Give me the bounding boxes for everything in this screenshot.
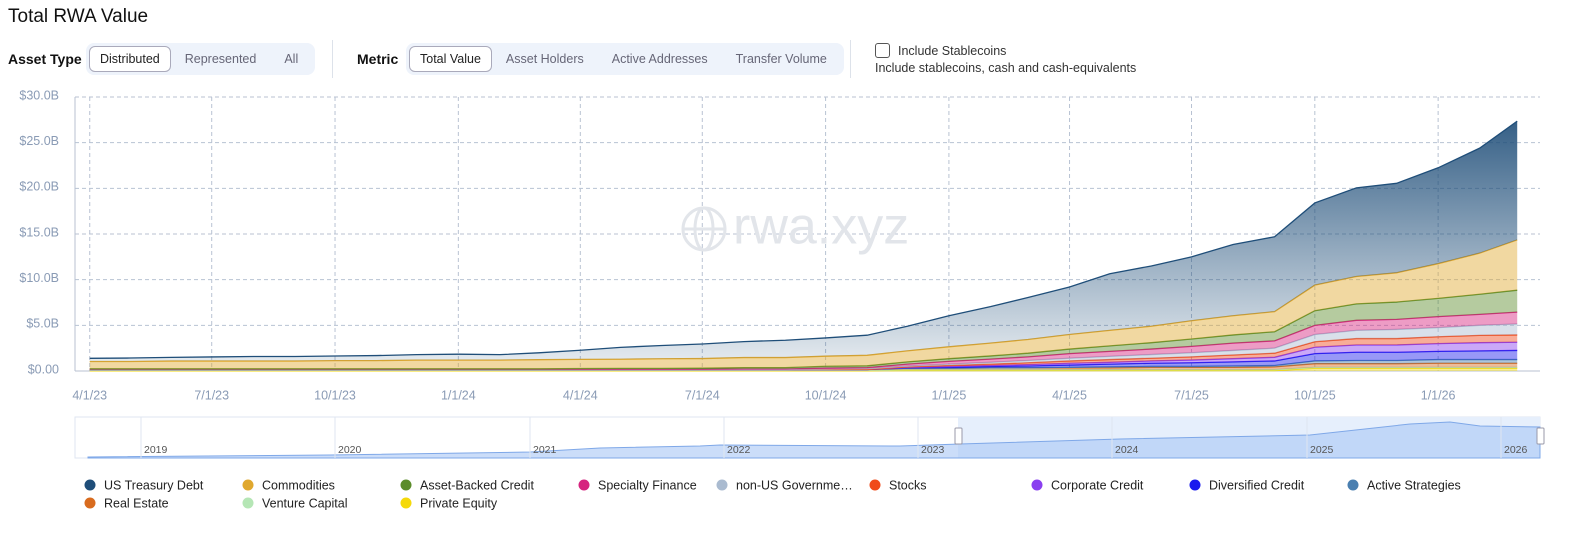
checkbox[interactable] — [875, 43, 890, 58]
option[interactable]: Transfer Volume — [735, 52, 827, 66]
page-title: Total RWA Value — [8, 6, 149, 27]
legend-marker — [400, 479, 412, 491]
navigator-label: 2024 — [1115, 444, 1139, 456]
navigator-label: 2019 — [144, 444, 168, 456]
x-tick-label: 10/1/24 — [805, 388, 847, 402]
legend-marker — [1347, 479, 1359, 491]
x-tick-label: 10/1/23 — [314, 388, 356, 402]
option[interactable]: Total Value — [409, 46, 492, 72]
checkbox-label[interactable]: Include Stablecoins — [898, 44, 1007, 58]
legend-marker — [869, 479, 881, 491]
option[interactable]: Asset Holders — [505, 52, 584, 66]
legend-marker — [84, 497, 96, 509]
x-tick-label: 10/1/25 — [1294, 388, 1336, 402]
y-tick-label: $30.0B — [19, 88, 59, 102]
navigator-label: 2025 — [1310, 444, 1334, 456]
legend-label[interactable]: non-US Governme… — [736, 478, 853, 492]
area — [89, 239, 1518, 369]
y-tick-label: $15.0B — [19, 225, 59, 239]
control-label: Asset Type — [8, 51, 82, 67]
legend-label[interactable]: Venture Capital — [262, 496, 347, 510]
legend-marker — [716, 479, 728, 491]
area — [89, 363, 1518, 371]
legend-label[interactable]: Asset-Backed Credit — [420, 478, 534, 492]
legend-marker — [578, 479, 590, 491]
control-label: Metric — [357, 51, 399, 67]
watermark: rwa.xyz — [733, 198, 909, 256]
area — [89, 342, 1518, 370]
legend-label[interactable]: Stocks — [889, 478, 927, 492]
y-tick-label: $5.0B — [26, 317, 59, 331]
legend-label[interactable]: Real Estate — [104, 496, 169, 510]
x-tick-label: 4/1/24 — [563, 388, 598, 402]
legend-marker — [400, 497, 412, 509]
option[interactable]: Represented — [184, 52, 257, 66]
segmented-control: Distributed Represented All — [86, 43, 316, 75]
x-tick-label: 7/1/25 — [1174, 388, 1209, 402]
navigator-label: 2021 — [533, 444, 557, 456]
navigator-label: 2022 — [727, 444, 751, 456]
navigator-handle[interactable] — [1536, 427, 1545, 445]
area — [89, 121, 1518, 362]
x-tick-label: 1/1/26 — [1421, 388, 1456, 402]
checkbox-description: Include stablecoins, cash and cash-equiv… — [875, 61, 1137, 75]
area-line — [89, 366, 1518, 372]
x-tick-label: 4/1/23 — [72, 388, 107, 402]
segmented-control: Total Value Asset Holders Active Address… — [406, 43, 844, 75]
navigator-handle[interactable] — [954, 427, 963, 445]
area-line — [89, 289, 1518, 370]
legend-label[interactable]: US Treasury Debt — [104, 478, 204, 492]
x-tick-label: 4/1/25 — [1052, 388, 1087, 402]
x-tick-label: 1/1/25 — [932, 388, 967, 402]
area-line — [89, 120, 1518, 359]
legend-label[interactable]: Private Equity — [420, 496, 498, 510]
legend-label[interactable]: Diversified Credit — [1209, 478, 1305, 492]
areas — [89, 120, 1518, 372]
legend-marker — [1189, 479, 1201, 491]
legend-marker — [242, 479, 254, 491]
navigator-label: 2020 — [338, 444, 362, 456]
legend-marker — [242, 497, 254, 509]
y-tick-label: $20.0B — [19, 180, 59, 194]
separator — [332, 40, 333, 78]
y-tick-label: $10.0B — [19, 271, 59, 285]
legend-marker — [84, 479, 96, 491]
separator — [850, 40, 851, 78]
y-tick-label: $25.0B — [19, 134, 59, 148]
option[interactable]: Distributed — [89, 46, 171, 72]
legend-label[interactable]: Corporate Credit — [1051, 478, 1144, 492]
legend-label[interactable]: Active Strategies — [1367, 478, 1461, 492]
y-tick-label: $0.00 — [28, 362, 59, 376]
legend-marker — [1031, 479, 1043, 491]
legend-label[interactable]: Commodities — [262, 478, 335, 492]
legend-label[interactable]: Specialty Finance — [598, 478, 697, 492]
x-tick-label: 7/1/23 — [194, 388, 229, 402]
watermark-icon — [681, 206, 727, 252]
option[interactable]: All — [284, 52, 299, 66]
navigator-label: 2026 — [1504, 444, 1528, 456]
x-tick-label: 7/1/24 — [685, 388, 720, 402]
navigator-label: 2023 — [921, 444, 945, 456]
option[interactable]: Active Addresses — [611, 52, 708, 66]
x-tick-label: 1/1/24 — [441, 388, 476, 402]
area — [89, 350, 1518, 370]
